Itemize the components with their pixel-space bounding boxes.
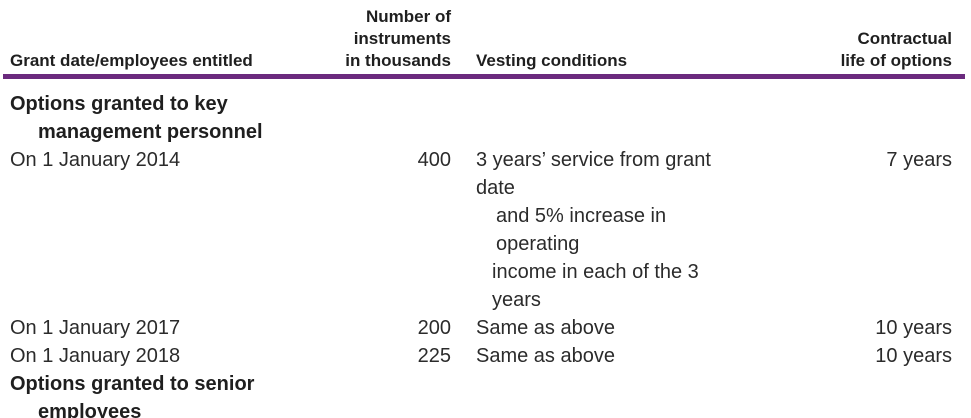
life-cell: 10 years: [875, 345, 952, 367]
header-rule: [3, 74, 965, 79]
section-row-key-management: Options granted to key management person…: [3, 90, 965, 146]
section-row-senior-employees: Options granted to senior employees: [3, 370, 965, 418]
vesting-line1: Same as above: [476, 345, 615, 367]
vesting-cell-empty: [451, 370, 748, 371]
section-label: Options granted to key management person…: [3, 90, 333, 146]
grant-date-cell: On 1 January 2018: [10, 345, 181, 367]
grant-date-cell: On 1 January 2017: [10, 317, 181, 339]
section-label-line1: Options granted to key: [10, 93, 228, 115]
data-row-2014: On 1 January 2014 400 3 years’ service f…: [3, 146, 965, 314]
section-label-line2: management personnel: [38, 121, 263, 143]
number-cell-empty: [333, 370, 451, 371]
column-header-number-line2: instruments: [353, 29, 451, 48]
number-cell: 200: [417, 317, 451, 339]
column-header-life: Contractual life of options: [748, 28, 965, 72]
vesting-line1: Same as above: [476, 317, 615, 339]
column-header-number-line3: in thousands: [345, 51, 451, 70]
vesting-cell: Same as above: [451, 342, 748, 370]
vesting-line2: and 5% increase in operating: [496, 205, 667, 255]
life-cell-empty: [748, 90, 965, 91]
vesting-cell: 3 years’ service from grant date and 5% …: [451, 146, 748, 314]
grant-date-cell: On 1 January 2014: [10, 149, 181, 171]
life-cell-empty: [748, 370, 965, 371]
vesting-cell-empty: [451, 90, 748, 91]
life-cell: 7 years: [886, 149, 952, 171]
section-label-line2: employees: [38, 401, 142, 418]
column-header-number-line1: Number of: [366, 7, 451, 26]
column-header-vesting: Vesting conditions: [476, 51, 628, 70]
section-label: Options granted to senior employees: [3, 370, 333, 418]
section-label-line1: Options granted to senior: [10, 373, 255, 395]
column-header-life-line1: Contractual: [857, 29, 952, 48]
data-row-2017: On 1 January 2017 200 Same as above 10 y…: [3, 314, 965, 342]
column-header-grant-date: Grant date/employees entitled: [10, 51, 253, 70]
number-cell: 225: [417, 345, 451, 367]
number-cell-empty: [333, 90, 451, 91]
number-cell: 400: [417, 149, 451, 171]
column-header-life-line2: life of options: [840, 51, 952, 70]
data-row-2018-key: On 1 January 2018 225 Same as above 10 y…: [3, 342, 965, 370]
column-header-number: Number of instruments in thousands: [333, 6, 451, 72]
life-cell: 10 years: [875, 317, 952, 339]
table-header-row: Grant date/employees entitled Number of …: [3, 6, 965, 72]
table-body: Options granted to key management person…: [3, 79, 965, 418]
vesting-line1: 3 years’ service from grant date: [476, 149, 711, 199]
vesting-line3: income in each of the 3 years: [492, 261, 699, 311]
vesting-cell: Same as above: [451, 314, 748, 342]
